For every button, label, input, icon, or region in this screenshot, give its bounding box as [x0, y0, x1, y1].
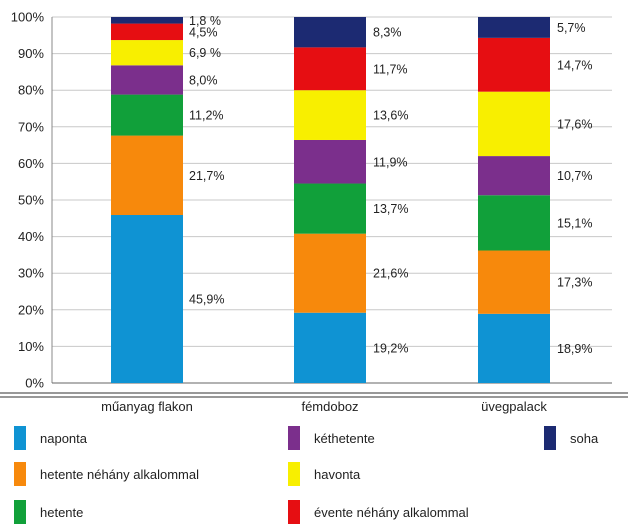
category-label: fémdoboz — [301, 399, 358, 414]
data-label: 6,9 % — [189, 46, 221, 60]
data-label: 45,9% — [189, 293, 224, 307]
bar-segment — [111, 40, 183, 66]
legend-swatch — [14, 462, 26, 486]
y-tick-label: 10% — [18, 339, 44, 354]
legend-swatch — [288, 500, 300, 524]
legend-swatch — [14, 426, 26, 450]
bar-segment — [294, 139, 366, 184]
legend-swatch — [544, 426, 556, 450]
bar-segment — [111, 17, 183, 24]
bar-segment — [478, 17, 550, 38]
data-label: 14,7% — [557, 58, 592, 72]
y-tick-label: 90% — [18, 46, 44, 61]
data-label: 17,6% — [557, 117, 592, 131]
y-tick-label: 20% — [18, 302, 44, 317]
legend-item: hetente néhány alkalommal — [14, 462, 199, 486]
data-label: 11,2% — [189, 109, 224, 123]
data-label: 15,1% — [557, 216, 592, 230]
y-tick-label: 70% — [18, 119, 44, 134]
bar-segment — [111, 65, 183, 95]
bar-segment — [478, 195, 550, 251]
y-tick-label: 0% — [25, 376, 44, 391]
data-label: 8,0% — [189, 73, 218, 87]
legend-swatch — [288, 462, 300, 486]
bar-segment — [478, 37, 550, 92]
data-label: 19,2% — [373, 341, 408, 355]
data-label: 17,3% — [557, 276, 592, 290]
legend-label: soha — [570, 430, 599, 446]
legend-item: évente néhány alkalommal — [288, 500, 469, 524]
data-label: 4,5% — [189, 25, 218, 39]
data-label: 13,7% — [373, 202, 408, 216]
legend-item: kéthetente — [288, 426, 375, 450]
bar-segment — [294, 312, 366, 383]
legend-item: hetente — [14, 500, 83, 524]
bar-segment — [111, 215, 183, 383]
data-label: 11,7% — [373, 62, 408, 76]
legend-item: havonta — [288, 462, 360, 486]
bar-segment — [111, 135, 183, 216]
bar-segment — [294, 47, 366, 91]
bar-segment — [478, 156, 550, 196]
data-label: 10,7% — [557, 169, 592, 183]
legend-swatch — [288, 426, 300, 450]
data-label: 18,9% — [557, 342, 592, 356]
legend-label: évente néhány alkalommal — [314, 504, 469, 520]
data-label: 21,7% — [189, 169, 224, 183]
bar-segment — [478, 250, 550, 314]
data-label: 8,3% — [373, 26, 402, 40]
data-label: 13,6% — [373, 109, 408, 123]
legend-label: kéthetente — [314, 430, 375, 446]
bar-segment — [111, 23, 183, 41]
legend-label: hetente néhány alkalommal — [40, 466, 199, 482]
data-label: 11,9% — [373, 155, 408, 169]
y-tick-label: 100% — [11, 10, 45, 25]
bar-segment — [478, 91, 550, 157]
y-tick-label: 30% — [18, 266, 44, 281]
y-tick-label: 80% — [18, 83, 44, 98]
legend-label: havonta — [314, 466, 361, 482]
category-label: műanyag flakon — [101, 399, 193, 414]
legend-item: soha — [544, 426, 598, 450]
legend-swatch — [14, 500, 26, 524]
legend-item: naponta — [14, 426, 87, 450]
y-tick-label: 50% — [18, 193, 44, 208]
data-label: 1,8 % — [189, 14, 221, 28]
legend-label: hetente — [40, 504, 84, 520]
y-tick-label: 40% — [18, 229, 44, 244]
bar-segment — [294, 90, 366, 140]
data-label: 5,7% — [557, 21, 586, 35]
legend-label: naponta — [40, 430, 87, 446]
y-tick-label: 60% — [18, 156, 44, 171]
bar-segment — [478, 313, 550, 383]
category-label: üvegpalack — [481, 399, 547, 414]
bar-segment — [294, 17, 366, 48]
bar-segment — [294, 183, 366, 234]
bar-segment — [294, 233, 366, 313]
bar-segment — [111, 94, 183, 136]
data-label: 21,6% — [373, 267, 408, 281]
